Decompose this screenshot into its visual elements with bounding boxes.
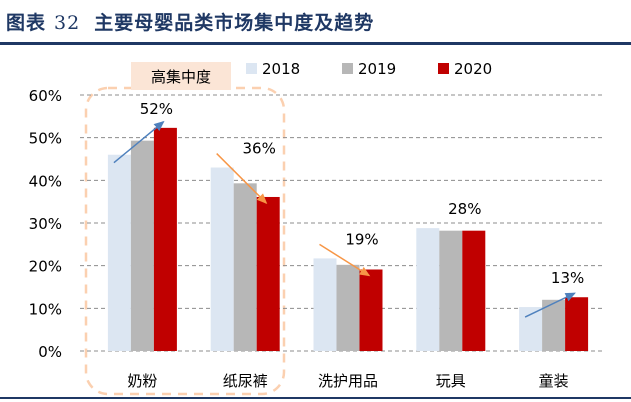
x-tick-label: 奶粉 [127, 372, 157, 390]
y-tick-label: 50% [29, 130, 62, 148]
data-label: 28% [448, 200, 481, 218]
trend-arrow-up [524, 292, 576, 318]
bar [519, 307, 543, 351]
y-tick-label: 10% [29, 300, 62, 318]
bar [565, 297, 589, 351]
data-label: 52% [140, 100, 173, 118]
figure-number: 32 [54, 12, 81, 34]
figure-label: 图表 [6, 12, 47, 34]
trend-arrow-down [216, 153, 268, 205]
data-label: 13% [551, 269, 584, 287]
data-label: 19% [345, 230, 378, 248]
high-concentration-frame [84, 86, 286, 396]
x-tick-label: 玩具 [436, 372, 466, 390]
bar [153, 127, 177, 351]
y-tick-label: 60% [29, 87, 62, 105]
legend-label: 2018 [262, 60, 300, 78]
x-tick-label: 纸尿裤 [223, 372, 268, 390]
bottom-rule [0, 397, 631, 399]
bar [256, 196, 280, 351]
legend-swatch [438, 63, 449, 74]
annotation-box [131, 62, 231, 90]
y-tick-label: 0% [38, 343, 62, 361]
y-tick-label: 30% [29, 215, 62, 233]
legend-swatch [246, 63, 257, 74]
bar [313, 258, 337, 351]
legend-label: 2020 [454, 60, 492, 78]
legend-swatch [342, 63, 353, 74]
bar [130, 140, 154, 351]
bar [416, 228, 440, 351]
bar [542, 299, 566, 351]
bar [462, 230, 486, 351]
figure-title: 图表 32 主要母婴品类市场集中度及趋势 [6, 8, 374, 35]
annotation-label: 高集中度 [151, 68, 211, 86]
bar [336, 264, 360, 351]
data-label: 36% [243, 140, 276, 158]
bar [107, 154, 131, 351]
x-tick-label: 洗护用品 [318, 372, 378, 390]
bar [439, 230, 463, 351]
x-tick-label: 童装 [539, 372, 569, 390]
y-tick-label: 20% [29, 258, 62, 276]
trend-arrow-up [113, 120, 165, 164]
bar [359, 269, 383, 351]
bar [233, 183, 257, 351]
figure-title-text: 主要母婴品类市场集中度及趋势 [94, 12, 375, 34]
title-rule [0, 42, 631, 45]
y-tick-label: 40% [29, 172, 62, 190]
legend-label: 2019 [358, 60, 396, 78]
bar [210, 167, 234, 351]
trend-arrow-down [319, 243, 371, 277]
